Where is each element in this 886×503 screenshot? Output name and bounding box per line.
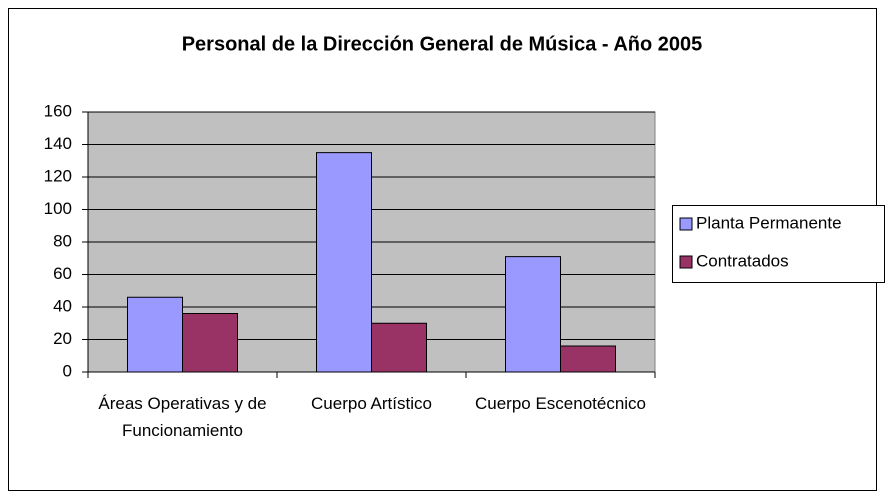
- y-tick-label: 100: [44, 199, 72, 218]
- legend-label: Planta Permanente: [696, 213, 842, 232]
- y-tick-label: 140: [44, 134, 72, 153]
- bar: [560, 345, 616, 373]
- y-tick-label: 40: [53, 296, 72, 315]
- bar: [316, 152, 372, 373]
- x-tick-label: Cuerpo Escenotécnico: [474, 394, 647, 413]
- y-tick-label: 20: [53, 329, 72, 348]
- bar: [182, 313, 238, 373]
- x-tick-label: Áreas Operativas y de Funcionamiento: [98, 394, 267, 440]
- y-tick-label: 80: [53, 231, 72, 250]
- y-tick-label: 0: [63, 361, 72, 380]
- legend-box: [672, 205, 885, 283]
- y-tick-label: 160: [44, 101, 72, 120]
- legend-swatch: [679, 217, 693, 231]
- bar: [127, 296, 183, 373]
- bar: [505, 256, 561, 373]
- legend-label: Contratados: [696, 251, 789, 270]
- x-tick-label: Cuerpo Artístico: [311, 394, 432, 413]
- bar: [371, 322, 427, 373]
- y-tick-label: 60: [53, 264, 72, 283]
- legend-swatch: [679, 255, 693, 269]
- y-tick-label: 120: [44, 166, 72, 185]
- chart-title: Personal de la Dirección General de Músi…: [182, 33, 703, 55]
